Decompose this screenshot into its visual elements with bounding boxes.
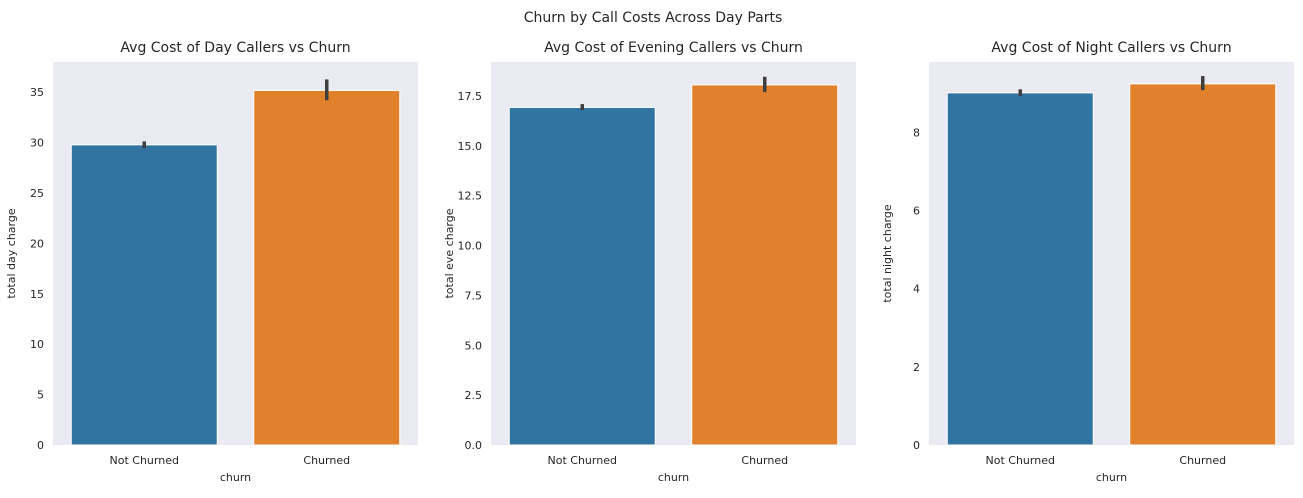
y-tick-label: 7.5: [465, 289, 483, 302]
bar-not-churned: [70, 144, 218, 446]
x-axis-label-3: churn: [1096, 471, 1127, 484]
y-tick-label: 17.5: [458, 90, 483, 103]
bar-churned: [691, 84, 839, 446]
x-tick-label: Churned: [1179, 454, 1226, 467]
y-tick-label: 15.0: [458, 140, 483, 153]
y-tick-label: 10.0: [458, 240, 483, 253]
y-tick-label: 20: [30, 237, 44, 250]
y-axis-label-2: total eve charge: [443, 208, 456, 298]
y-tick-label: 25: [30, 187, 44, 200]
x-axis-label-2: churn: [658, 471, 689, 484]
x-axis-label-1: churn: [220, 471, 251, 484]
x-tick-label: Not Churned: [110, 454, 179, 467]
chart-title-1: Avg Cost of Day Callers vs Churn: [120, 40, 350, 56]
y-tick-label: 5.0: [465, 339, 483, 352]
y-tick-label: 10: [30, 338, 44, 351]
y-tick-label: 15: [30, 288, 44, 301]
x-tick-label: Not Churned: [548, 454, 617, 467]
y-tick-label: 8: [913, 126, 920, 139]
bar-not-churned: [946, 92, 1094, 446]
x-tick-label: Not Churned: [986, 454, 1055, 467]
chart-title-2: Avg Cost of Evening Callers vs Churn: [544, 40, 803, 56]
y-tick-label: 4: [913, 283, 920, 296]
y-tick-label: 5: [37, 389, 44, 402]
y-tick-label: 12.5: [458, 190, 483, 203]
y-tick-label: 2.5: [465, 389, 483, 402]
bar-not-churned: [508, 106, 656, 446]
figure-suptitle: Churn by Call Costs Across Day Parts: [524, 10, 783, 26]
x-tick-label: Churned: [741, 454, 788, 467]
y-tick-label: 0: [913, 439, 920, 452]
y-tick-label: 35: [30, 86, 44, 99]
chart-title-3: Avg Cost of Night Callers vs Churn: [991, 40, 1231, 56]
x-tick-label: Churned: [303, 454, 350, 467]
y-axis-label-1: total day charge: [5, 208, 18, 298]
y-tick-label: 2: [913, 361, 920, 374]
y-tick-label: 0: [37, 439, 44, 452]
bar-churned: [1129, 83, 1277, 446]
y-tick-label: 30: [30, 137, 44, 150]
y-axis-label-3: total night charge: [881, 204, 894, 303]
y-tick-label: 6: [913, 205, 920, 218]
y-tick-label: 0.0: [465, 439, 483, 452]
bar-churned: [253, 89, 401, 446]
